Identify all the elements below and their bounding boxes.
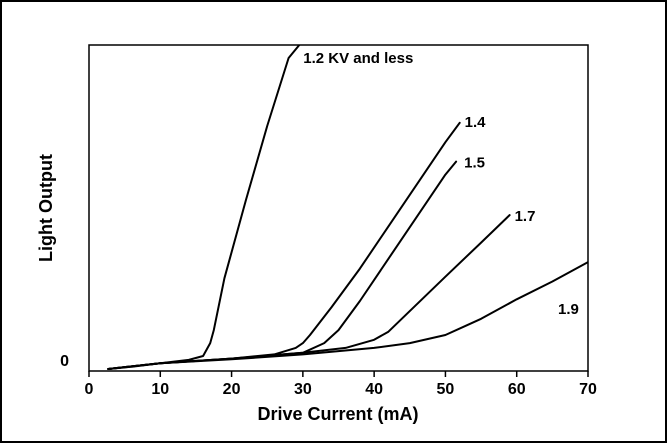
series-label: 1.7 <box>515 208 536 225</box>
series-line <box>107 261 588 370</box>
y-axis-tick-labels: 0 <box>60 353 69 370</box>
series-label: 1.5 <box>464 155 485 172</box>
series-labels: 1.2 KV and less 1.4 1.5 1.7 1.9 <box>303 50 579 318</box>
series-label: 1.4 <box>465 114 487 131</box>
x-tick-label: 60 <box>508 381 526 398</box>
series-lines <box>107 45 588 370</box>
x-tick-label: 70 <box>579 381 597 398</box>
x-tick-label: 30 <box>294 381 312 398</box>
plot-area <box>88 44 589 372</box>
x-tick-label: 0 <box>85 381 94 398</box>
x-axis-label: Drive Current (mA) <box>257 404 418 424</box>
x-tick-label: 20 <box>223 381 241 398</box>
x-tick-label: 10 <box>151 381 169 398</box>
x-axis-tick-labels: 0 10 20 30 40 50 60 70 <box>85 381 597 398</box>
series-label: 1.2 KV and less <box>303 50 413 67</box>
y-tick-label: 0 <box>60 353 69 370</box>
y-axis-label: Light Output <box>36 154 56 262</box>
x-axis-ticks <box>88 371 589 377</box>
x-tick-label: 50 <box>437 381 455 398</box>
series-label: 1.9 <box>558 301 579 318</box>
x-tick-label: 40 <box>365 381 383 398</box>
